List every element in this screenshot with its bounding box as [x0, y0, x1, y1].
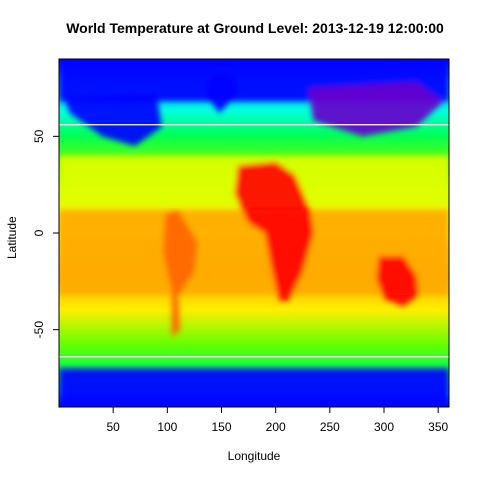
x-tick-label: 300 — [374, 420, 394, 434]
y-axis: -50 0 50 — [32, 129, 59, 338]
heatmap-region — [234, 161, 314, 301]
heatmap-region — [376, 256, 419, 307]
heatmap-region — [308, 82, 444, 137]
heatmap-region — [205, 74, 238, 114]
y-tick-label: 50 — [32, 129, 46, 143]
heatmap-regions — [59, 59, 449, 407]
x-tick-label: 350 — [428, 420, 448, 434]
reference-lines — [59, 124, 449, 358]
x-tick-label: 50 — [106, 420, 120, 434]
chart-title: World Temperature at Ground Level: 2013-… — [66, 20, 444, 36]
x-axis-label: Longitude — [227, 449, 281, 463]
heatmap-region — [59, 368, 449, 407]
y-tick-label: 0 — [32, 229, 46, 236]
x-tick-label: 250 — [320, 420, 340, 434]
x-axis: 50 100 150 200 250 300 350 — [106, 407, 448, 434]
heatmap-region — [64, 93, 162, 146]
y-tick-label: -50 — [32, 321, 46, 339]
x-tick-label: 100 — [157, 420, 177, 434]
x-tick-label: 200 — [266, 420, 286, 434]
heatmap-region — [163, 209, 198, 338]
heatmap-region — [59, 209, 449, 295]
x-tick-label: 150 — [211, 420, 231, 434]
